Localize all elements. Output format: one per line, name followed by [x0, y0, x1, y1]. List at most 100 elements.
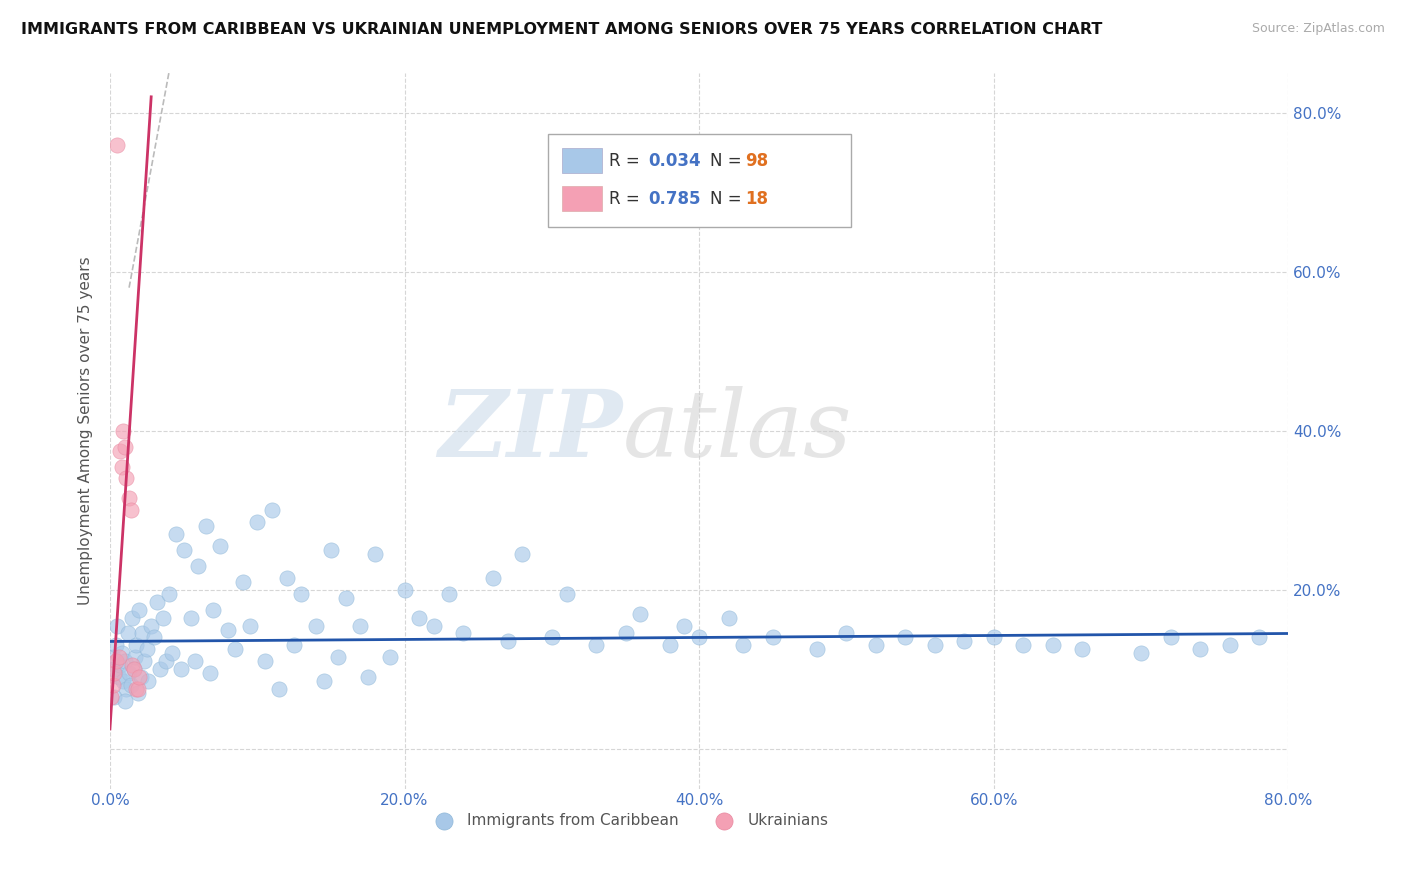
Point: [1071, 642, 1094, 657]
Y-axis label: Unemployment Among Seniors over 75 years: Unemployment Among Seniors over 75 years: [79, 256, 93, 605]
Point: [136, 674, 159, 689]
Text: 0.034: 0.034: [648, 152, 700, 169]
Point: [149, 662, 172, 676]
Point: [202, 602, 225, 616]
Point: [319, 543, 342, 558]
Point: [260, 503, 283, 517]
Text: 18: 18: [745, 190, 768, 208]
Point: [184, 654, 207, 668]
Point: [835, 626, 858, 640]
Point: [733, 639, 755, 653]
Point: [169, 662, 191, 676]
Point: [1012, 639, 1035, 653]
Point: [658, 639, 681, 653]
Point: [103, 662, 125, 676]
Point: [1189, 642, 1212, 657]
Point: [328, 650, 350, 665]
Point: [496, 634, 519, 648]
Point: [555, 587, 578, 601]
Point: [1218, 639, 1240, 653]
Point: [114, 694, 136, 708]
Text: R =: R =: [609, 152, 645, 169]
Point: [423, 618, 446, 632]
Text: N =: N =: [710, 190, 747, 208]
Point: [124, 650, 146, 665]
Point: [335, 591, 357, 605]
Point: [110, 443, 132, 458]
Point: [127, 686, 149, 700]
Point: [1130, 646, 1153, 660]
Point: [717, 610, 740, 624]
Point: [120, 503, 142, 517]
Point: [762, 631, 785, 645]
Point: [246, 515, 269, 529]
Legend: Immigrants from Caribbean, Ukrainians: Immigrants from Caribbean, Ukrainians: [423, 807, 834, 835]
Point: [357, 670, 380, 684]
Point: [114, 440, 136, 454]
Point: [187, 558, 209, 573]
Point: [104, 654, 127, 668]
Point: [114, 654, 136, 668]
Point: [512, 547, 534, 561]
Point: [101, 650, 124, 665]
Point: [128, 602, 150, 616]
Point: [125, 682, 148, 697]
Point: [269, 682, 291, 697]
Point: [111, 459, 134, 474]
Point: [378, 650, 401, 665]
Point: [283, 639, 305, 653]
Point: [105, 618, 128, 632]
Point: [290, 587, 312, 601]
Point: [408, 610, 430, 624]
Point: [127, 682, 149, 697]
Point: [1160, 631, 1182, 645]
Point: [585, 639, 607, 653]
Text: ZIP: ZIP: [439, 385, 623, 475]
Point: [673, 618, 696, 632]
Text: R =: R =: [609, 190, 645, 208]
Point: [305, 618, 328, 632]
Point: [924, 639, 946, 653]
Point: [111, 646, 134, 660]
Point: [118, 491, 141, 506]
Point: [160, 646, 183, 660]
Point: [101, 678, 124, 692]
Point: [112, 674, 135, 689]
Point: [121, 610, 143, 624]
Point: [628, 607, 651, 621]
Point: [224, 642, 246, 657]
Point: [217, 623, 239, 637]
Point: [253, 654, 276, 668]
Point: [129, 670, 152, 684]
Point: [806, 642, 828, 657]
Text: 0.785: 0.785: [648, 190, 700, 208]
Point: [100, 690, 122, 704]
Point: [152, 610, 174, 624]
Point: [135, 642, 157, 657]
Point: [231, 574, 253, 589]
Point: [141, 618, 163, 632]
Point: [1247, 631, 1270, 645]
Point: [194, 519, 217, 533]
Point: [894, 631, 917, 645]
Point: [121, 658, 143, 673]
Point: [1042, 639, 1064, 653]
Point: [105, 137, 128, 152]
Point: [131, 626, 153, 640]
Point: [128, 670, 150, 684]
Point: [115, 471, 138, 485]
Text: 98: 98: [745, 152, 768, 169]
Point: [115, 682, 138, 697]
Point: [107, 670, 129, 684]
Point: [165, 527, 187, 541]
Point: [132, 654, 155, 668]
Point: [120, 678, 142, 692]
Point: [125, 639, 148, 653]
Point: [173, 543, 195, 558]
Point: [180, 610, 202, 624]
Point: [122, 662, 145, 676]
Text: IMMIGRANTS FROM CARIBBEAN VS UKRAINIAN UNEMPLOYMENT AMONG SENIORS OVER 75 YEARS : IMMIGRANTS FROM CARIBBEAN VS UKRAINIAN U…: [21, 22, 1102, 37]
Point: [198, 666, 221, 681]
Point: [453, 626, 475, 640]
Point: [482, 571, 505, 585]
